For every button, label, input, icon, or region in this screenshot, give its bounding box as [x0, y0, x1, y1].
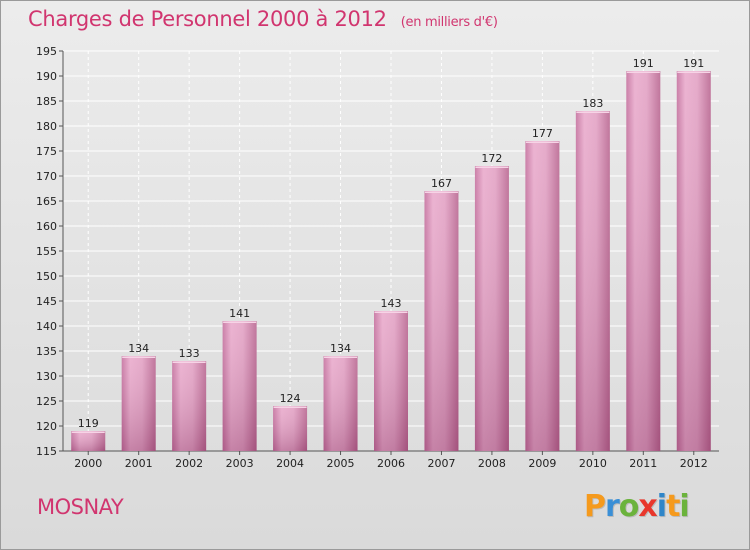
- logo-letter: r: [605, 489, 620, 524]
- bar-shade-2009: [525, 141, 560, 451]
- y-tick-label: 115: [36, 445, 57, 458]
- x-tick-label-2011: 2011: [629, 457, 657, 470]
- y-tick-label: 185: [36, 95, 57, 108]
- x-tick-label-2000: 2000: [74, 457, 102, 470]
- value-label-2004: 124: [280, 392, 301, 405]
- value-label-2007: 167: [431, 177, 452, 190]
- bar-highlight-2008: [475, 166, 509, 168]
- value-label-2006: 143: [381, 297, 402, 310]
- value-labels: 119 134 133 141 124 134 143 167 172 177 183 191 191: [78, 57, 705, 430]
- y-tick-label: 160: [36, 220, 57, 233]
- x-tick-label-2004: 2004: [276, 457, 304, 470]
- y-tick-label: 120: [36, 420, 57, 433]
- bar-shade-2001: [121, 356, 156, 451]
- y-tick-label: 155: [36, 245, 57, 258]
- logo-letter: i: [656, 489, 667, 524]
- bar-shade-2004: [273, 406, 308, 451]
- bar-highlight-2001: [122, 356, 156, 358]
- y-tick-label: 190: [36, 70, 57, 83]
- bar-shade-2011: [626, 71, 661, 451]
- x-tick-label-2001: 2001: [125, 457, 153, 470]
- bar-highlight-2009: [525, 141, 559, 143]
- x-tick-label-2005: 2005: [327, 457, 355, 470]
- x-tick-label-2008: 2008: [478, 457, 506, 470]
- bars: [71, 71, 711, 451]
- value-label-2012: 191: [683, 57, 704, 70]
- bar-highlight-2007: [424, 191, 458, 193]
- proxiti-logo: Proxiti: [584, 489, 690, 524]
- bar-highlight-2012: [677, 71, 711, 73]
- bar-shade-2006: [374, 311, 408, 451]
- value-label-2005: 134: [330, 342, 351, 355]
- bar-shade-2002: [172, 361, 207, 451]
- bar-highlight-2000: [71, 431, 105, 433]
- x-tick-label-2012: 2012: [680, 457, 708, 470]
- value-label-2001: 134: [128, 342, 149, 355]
- y-tick-label: 135: [36, 345, 57, 358]
- logo-letter: x: [638, 489, 657, 524]
- bar-shade-2000: [71, 431, 106, 451]
- bar-highlight-2010: [576, 111, 610, 113]
- y-tick-label: 140: [36, 320, 57, 333]
- bar-highlight-2006: [374, 311, 408, 313]
- value-label-2009: 177: [532, 127, 553, 140]
- logo-letter: i: [679, 489, 689, 524]
- y-tick-label: 195: [36, 45, 57, 58]
- y-tick-label: 165: [36, 195, 57, 208]
- bar-highlight-2011: [626, 71, 660, 73]
- value-label-2008: 172: [481, 152, 502, 165]
- value-label-2003: 141: [229, 307, 250, 320]
- x-tick-label-2007: 2007: [427, 457, 455, 470]
- value-label-2000: 119: [78, 417, 99, 430]
- chart-subtitle: (en milliers d'€): [400, 15, 498, 30]
- y-tick-label: 130: [36, 370, 57, 383]
- bar-highlight-2003: [223, 321, 257, 323]
- chart-title: Charges de Personnel 2000 à 2012 (en mill…: [28, 7, 498, 31]
- bar-shade-2008: [474, 166, 509, 451]
- y-tick-label: 150: [36, 270, 57, 283]
- logo-letter: o: [618, 489, 640, 524]
- y-tick-label: 125: [36, 395, 57, 408]
- bar-shade-2005: [323, 356, 358, 451]
- bar-highlight-2005: [324, 356, 358, 358]
- bar-shade-2010: [575, 111, 610, 451]
- bar-shade-2012: [676, 71, 711, 451]
- y-tick-label: 170: [36, 170, 57, 183]
- value-label-2011: 191: [633, 57, 654, 70]
- bar-highlight-2004: [273, 406, 307, 408]
- value-label-2010: 183: [582, 97, 603, 110]
- bar-shade-2007: [424, 191, 459, 451]
- value-label-2002: 133: [179, 347, 200, 360]
- x-tick-label-2006: 2006: [377, 457, 405, 470]
- y-tick-label: 145: [36, 295, 57, 308]
- x-tick-label-2010: 2010: [579, 457, 607, 470]
- x-tick-label-2002: 2002: [175, 457, 203, 470]
- y-tick-label: 180: [36, 120, 57, 133]
- logo-letter: t: [666, 489, 680, 524]
- commune-name: MOSNAY: [37, 495, 124, 519]
- logo-letter: P: [584, 489, 606, 524]
- bar-shade-2003: [222, 321, 257, 451]
- y-tick-label: 175: [36, 145, 57, 158]
- x-tick-label-2009: 2009: [528, 457, 556, 470]
- x-tick-label-2003: 2003: [226, 457, 254, 470]
- bar-highlight-2002: [172, 361, 206, 363]
